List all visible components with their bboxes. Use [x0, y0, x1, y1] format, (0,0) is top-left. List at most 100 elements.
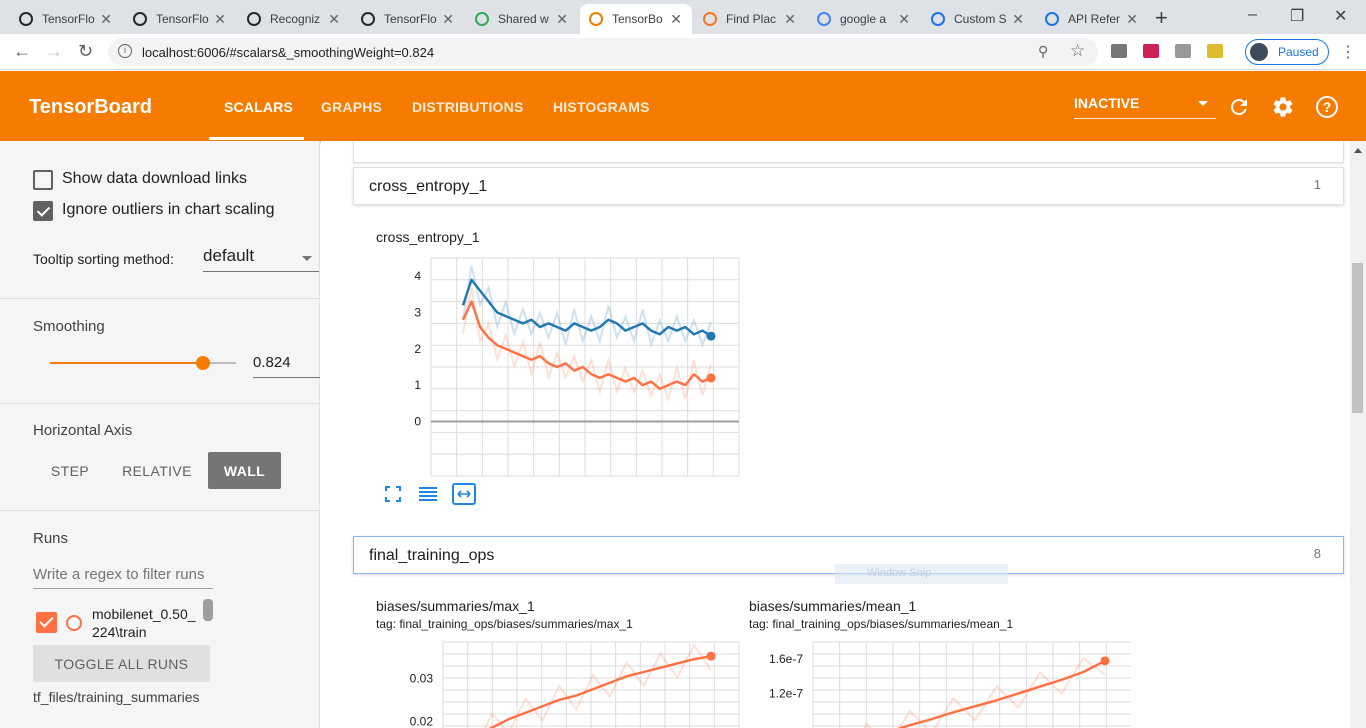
help-icon[interactable]: ?: [1315, 95, 1339, 119]
cross-entropy-chart[interactable]: 4 3 2 1 0: [381, 253, 741, 478]
google-dev-icon: [930, 11, 946, 27]
settings-gear-icon[interactable]: [1271, 95, 1295, 119]
close-tab-icon[interactable]: ✕: [898, 11, 910, 27]
y-tick-label: 0.03: [410, 671, 434, 685]
close-tab-icon[interactable]: ✕: [1126, 11, 1138, 27]
raw-series-line: [863, 656, 1106, 728]
close-tab-icon[interactable]: ✕: [100, 11, 112, 27]
series-endpoint: [706, 651, 716, 661]
back-icon[interactable]: ←: [13, 41, 31, 61]
y-tick-label: 4: [414, 269, 421, 283]
browser-tab-title: TensorBo: [612, 12, 663, 26]
site-info-icon[interactable]: i: [118, 44, 132, 58]
toggle-all-runs-button[interactable]: TOGGLE ALL RUNS: [33, 645, 210, 682]
window-snip-overlay: Window Snip: [835, 564, 1008, 584]
show-download-links-checkbox[interactable]: [33, 170, 53, 190]
series-line: [488, 654, 712, 728]
inactive-dropdown[interactable]: INACTIVE: [1074, 95, 1216, 119]
tab-histograms[interactable]: HISTOGRAMS: [553, 99, 650, 115]
browser-tab-title: Shared w: [498, 12, 549, 26]
scroll-up-arrow-icon[interactable]: [1354, 148, 1362, 153]
browser-tab[interactable]: API Refer ✕: [1036, 4, 1148, 34]
group-name: final_training_ops: [369, 547, 495, 564]
github-icon: [360, 11, 376, 27]
bookmark-star-icon[interactable]: ☆: [1070, 41, 1086, 60]
tooltip-sorting-select[interactable]: default: [203, 244, 319, 272]
browser-tab-title: Find Plac: [726, 12, 777, 26]
smoothing-input[interactable]: 0.824: [253, 350, 320, 378]
extension-image-icon[interactable]: [1175, 44, 1191, 58]
zoom-icon[interactable]: ⚲: [1038, 43, 1049, 59]
axis-step-button[interactable]: STEP: [50, 462, 90, 479]
browser-tab[interactable]: google a ✕: [808, 4, 920, 34]
mean-bias-chart[interactable]: 1.6e-7 1.2e-7: [751, 638, 1131, 728]
profile-button[interactable]: Paused: [1245, 39, 1329, 65]
ignore-outliers-checkbox[interactable]: [33, 201, 53, 221]
extension-cast-icon[interactable]: [1143, 44, 1159, 58]
expand-chart-icon[interactable]: [383, 484, 403, 504]
close-tab-icon[interactable]: ✕: [1012, 11, 1024, 27]
close-tab-icon[interactable]: ✕: [670, 11, 682, 27]
github-icon: [18, 11, 34, 27]
max-bias-chart[interactable]: 0.03 0.02: [381, 638, 741, 728]
runs-filter-input[interactable]: Write a regex to filter runs: [33, 563, 213, 589]
browser-tabstrip: TensorFlo ✕ TensorFlo ✕ Recogniz ✕ TensorFlo ✕ S…: [0, 0, 1366, 34]
tab-scalars[interactable]: SCALARS: [224, 99, 294, 115]
browser-tab[interactable]: Find Plac ✕: [694, 4, 806, 34]
axis-wall-button[interactable]: WALL: [208, 452, 281, 489]
axis-relative-button[interactable]: RELATIVE: [122, 462, 192, 479]
fit-domain-icon[interactable]: [452, 483, 476, 505]
chart-title: biases/summaries/mean_1: [749, 598, 917, 614]
minimize-icon[interactable]: –: [1248, 6, 1257, 23]
close-tab-icon[interactable]: ✕: [442, 11, 454, 27]
show-download-links-label: Show data download links: [62, 170, 248, 187]
browser-tab[interactable]: TensorFlo ✕: [352, 4, 464, 34]
group-header-cross-entropy[interactable]: cross_entropy_1 1: [353, 167, 1344, 205]
page-scrollbar[interactable]: [1350, 141, 1366, 728]
run-name: mobilenet_0.50_ 224\train: [92, 606, 196, 640]
browser-tab-title: TensorFlo: [384, 12, 437, 26]
runs-label: Runs: [33, 530, 69, 547]
github-icon: [132, 11, 148, 27]
reload-icon[interactable]: ↻: [78, 41, 94, 61]
browser-tab[interactable]: Custom S ✕: [922, 4, 1034, 34]
browser-tab-title: TensorFlo: [156, 12, 209, 26]
address-bar[interactable]: i localhost:6006/#scalars&_smoothingWeig…: [108, 38, 1098, 66]
scrollbar-thumb[interactable]: [1352, 263, 1363, 413]
smoothing-slider-handle[interactable]: [196, 356, 211, 370]
close-tab-icon[interactable]: ✕: [328, 11, 340, 27]
close-window-icon[interactable]: ✕: [1334, 8, 1348, 25]
browser-menu-icon[interactable]: ⋮: [1340, 44, 1356, 61]
extension-printer-icon[interactable]: [1111, 44, 1127, 58]
forward-icon[interactable]: →: [45, 41, 63, 61]
browser-tab-title: Recogniz: [270, 12, 321, 26]
series-line: [896, 659, 1106, 728]
logdir-label: tf_files/training_summaries: [33, 689, 200, 705]
group-count: 1: [1313, 177, 1321, 192]
refresh-icon[interactable]: [1227, 95, 1251, 119]
google-dev-icon: [1044, 11, 1060, 27]
browser-tab[interactable]: Shared w ✕: [466, 4, 578, 34]
close-tab-icon[interactable]: ✕: [214, 11, 226, 27]
smoothing-label: Smoothing: [33, 318, 105, 335]
browser-tab[interactable]: Recogniz ✕: [238, 4, 350, 34]
browser-tab-title: TensorFlo: [42, 12, 95, 26]
run-checkbox[interactable]: [36, 612, 57, 633]
browser-tab[interactable]: TensorBo ✕: [580, 4, 692, 34]
tab-distributions[interactable]: DISTRIBUTIONS: [412, 99, 524, 115]
google-drive-icon: [474, 11, 490, 27]
browser-tab[interactable]: TensorFlo ✕: [124, 4, 236, 34]
close-tab-icon[interactable]: ✕: [784, 11, 796, 27]
tab-graphs[interactable]: GRAPHS: [321, 99, 383, 115]
toggle-log-scale-icon[interactable]: [418, 484, 438, 504]
runs-list-scrollbar[interactable]: [203, 599, 213, 621]
close-tab-icon[interactable]: ✕: [556, 11, 568, 27]
url-text[interactable]: localhost:6006/#scalars&_smoothingWeight…: [142, 45, 435, 60]
extension-photo-icon[interactable]: [1207, 44, 1223, 58]
new-tab-button[interactable]: +: [1155, 5, 1168, 30]
chevron-down-icon: [1198, 101, 1208, 106]
smoothing-slider[interactable]: [50, 356, 236, 370]
browser-tab[interactable]: TensorFlo ✕: [10, 4, 122, 34]
restore-icon[interactable]: ❐: [1290, 8, 1305, 25]
